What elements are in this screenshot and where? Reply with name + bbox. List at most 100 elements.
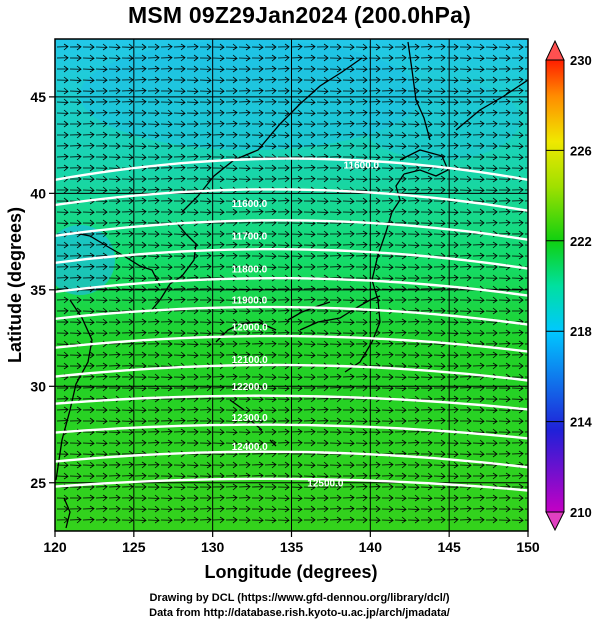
wind-arrow bbox=[407, 142, 420, 150]
wind-arrow bbox=[251, 483, 264, 491]
wind-arrow bbox=[329, 406, 342, 414]
wind-arrow bbox=[173, 373, 186, 381]
wind-arrow bbox=[511, 307, 524, 315]
y-tick-label: 30 bbox=[30, 378, 46, 394]
wind-arrow bbox=[472, 65, 485, 73]
wind-arrow bbox=[160, 87, 173, 95]
wind-arrow bbox=[329, 175, 342, 183]
wind-arrow bbox=[420, 263, 433, 271]
wind-arrow bbox=[303, 516, 316, 524]
wind-arrow bbox=[212, 142, 225, 150]
wind-arrow bbox=[303, 307, 316, 315]
wind-arrow bbox=[381, 153, 394, 161]
wind-arrow bbox=[173, 87, 186, 95]
wind-arrow bbox=[95, 142, 108, 150]
wind-arrow bbox=[472, 472, 485, 480]
wind-arrow bbox=[225, 87, 238, 95]
wind-arrow bbox=[472, 142, 485, 150]
wind-arrow bbox=[225, 43, 238, 51]
x-axis-label: Longitude (degrees) bbox=[204, 562, 377, 582]
wind-arrow bbox=[95, 120, 108, 128]
wind-arrow bbox=[186, 351, 199, 359]
wind-arrow bbox=[69, 472, 82, 480]
wind-arrow bbox=[316, 406, 329, 414]
wind-arrow bbox=[498, 197, 511, 205]
wind-arrow bbox=[238, 439, 251, 447]
wind-arrow bbox=[290, 87, 303, 95]
wind-arrow bbox=[355, 76, 368, 84]
wind-arrow bbox=[160, 428, 173, 436]
wind-arrow bbox=[407, 208, 420, 216]
wind-arrow bbox=[446, 87, 459, 95]
wind-arrow bbox=[238, 296, 251, 304]
wind-arrow bbox=[225, 505, 238, 513]
wind-arrow bbox=[290, 120, 303, 128]
wind-arrow bbox=[433, 241, 446, 249]
wind-arrow bbox=[134, 54, 147, 62]
wind-arrow bbox=[446, 417, 459, 425]
wind-arrow bbox=[342, 505, 355, 513]
wind-arrow bbox=[199, 505, 212, 513]
wind-arrow bbox=[485, 494, 498, 502]
wind-arrow bbox=[69, 109, 82, 117]
wind-arrow bbox=[173, 109, 186, 117]
wind-arrow bbox=[82, 98, 95, 106]
wind-arrow bbox=[459, 362, 472, 370]
wind-arrow bbox=[303, 230, 316, 238]
wind-arrow bbox=[381, 120, 394, 128]
wind-arrow bbox=[381, 461, 394, 469]
wind-arrow bbox=[303, 109, 316, 117]
wind-arrow bbox=[121, 384, 134, 392]
wind-arrow bbox=[433, 472, 446, 480]
wind-arrow bbox=[147, 296, 160, 304]
wind-arrow bbox=[381, 65, 394, 73]
wind-arrow bbox=[108, 241, 121, 249]
wind-arrow bbox=[498, 516, 511, 524]
wind-arrow bbox=[95, 153, 108, 161]
wind-arrow bbox=[433, 175, 446, 183]
wind-arrow bbox=[472, 219, 485, 227]
wind-arrow bbox=[82, 142, 95, 150]
wind-arrow bbox=[121, 274, 134, 282]
wind-arrow bbox=[342, 164, 355, 172]
wind-arrow bbox=[420, 43, 433, 51]
wind-arrow bbox=[121, 186, 134, 194]
wind-arrow bbox=[264, 175, 277, 183]
wind-arrow bbox=[420, 351, 433, 359]
wind-arrow bbox=[355, 384, 368, 392]
wind-arrow bbox=[511, 450, 524, 458]
wind-arrow bbox=[420, 516, 433, 524]
wind-arrow bbox=[511, 428, 524, 436]
wind-arrow bbox=[342, 516, 355, 524]
wind-arrow bbox=[290, 340, 303, 348]
wind-arrow bbox=[485, 450, 498, 458]
wind-arrow bbox=[433, 142, 446, 150]
wind-arrow bbox=[277, 87, 290, 95]
wind-arrow bbox=[186, 109, 199, 117]
wind-arrow bbox=[82, 362, 95, 370]
wind-arrow bbox=[95, 186, 108, 194]
wind-arrow bbox=[121, 285, 134, 293]
wind-arrow bbox=[251, 98, 264, 106]
wind-arrow bbox=[134, 384, 147, 392]
wind-arrow bbox=[160, 76, 173, 84]
wind-arrow bbox=[147, 274, 160, 282]
wind-arrow bbox=[459, 516, 472, 524]
wind-arrow bbox=[212, 505, 225, 513]
wind-arrow bbox=[290, 252, 303, 260]
wind-arrow bbox=[368, 175, 381, 183]
wind-arrow bbox=[446, 142, 459, 150]
wind-arrow bbox=[524, 211, 528, 213]
wind-arrow bbox=[381, 472, 394, 480]
wind-arrow bbox=[290, 384, 303, 392]
wind-arrow bbox=[355, 131, 368, 139]
wind-arrow bbox=[264, 164, 277, 172]
wind-arrow bbox=[290, 230, 303, 238]
wind-arrow bbox=[368, 109, 381, 117]
wind-arrow bbox=[355, 318, 368, 326]
wind-arrow bbox=[368, 428, 381, 436]
wind-arrow bbox=[225, 131, 238, 139]
wind-arrow bbox=[238, 505, 251, 513]
wind-arrow bbox=[342, 175, 355, 183]
wind-arrow bbox=[472, 76, 485, 84]
